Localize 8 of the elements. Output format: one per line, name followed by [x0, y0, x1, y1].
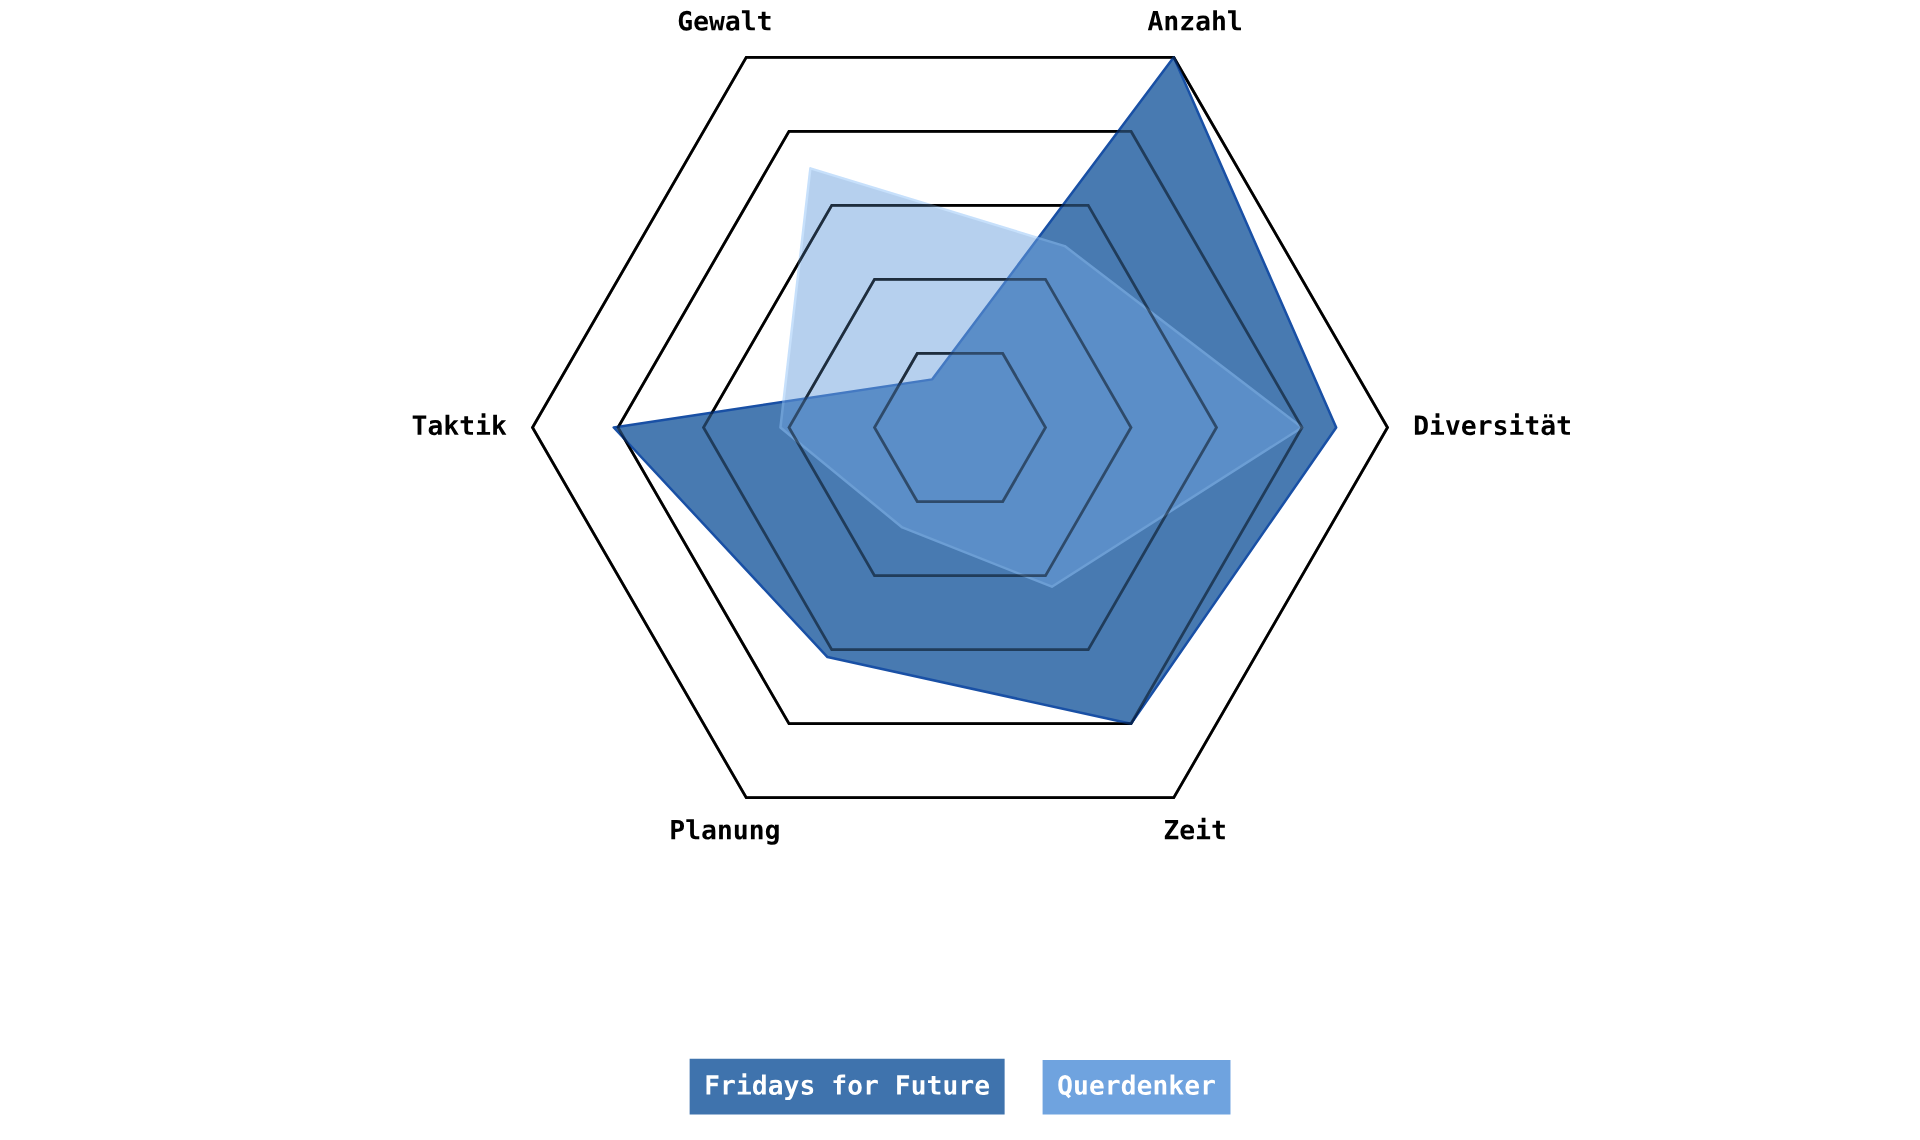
spoke-label: Planung: [671, 819, 779, 845]
text: Fridays for Future: [706, 1073, 990, 1101]
spoke-label: Diversität: [1414, 413, 1570, 436]
spoke-label: Gewalt: [678, 10, 771, 31]
spoke-label: Zeit: [1164, 817, 1225, 840]
text: Querdenker: [1058, 1074, 1215, 1099]
spoke-label: Taktik: [412, 413, 507, 436]
spoke-label: Anzahl: [1147, 10, 1241, 31]
